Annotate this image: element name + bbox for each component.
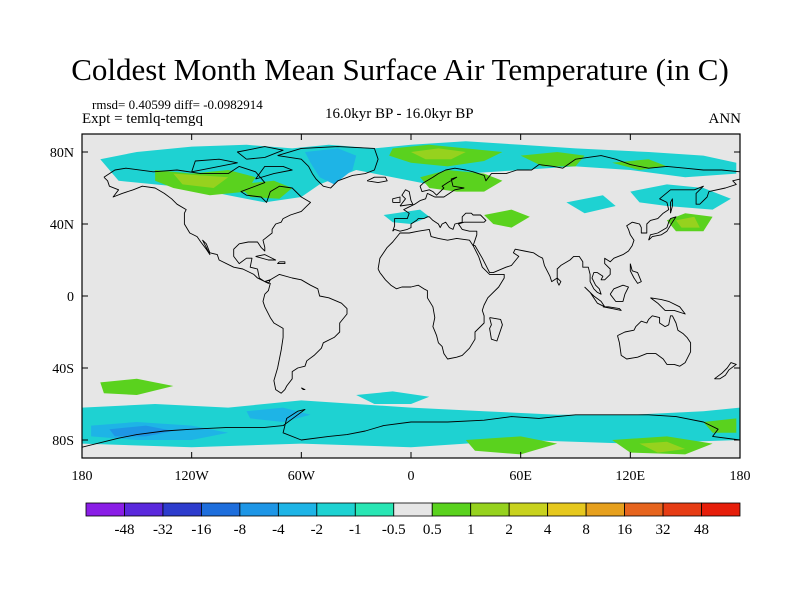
- colorbar-label-5: -2: [311, 522, 324, 538]
- coastline-18: [629, 263, 642, 284]
- colorbar-label-8: 0.5: [423, 522, 442, 538]
- anomaly-patch-13: [484, 209, 530, 228]
- season-label: ANN: [708, 111, 742, 127]
- colorbar-label-9: 1: [467, 522, 475, 538]
- colorbar-label-12: 8: [582, 522, 590, 538]
- coastline-6: [277, 146, 379, 189]
- coastline-5: [617, 315, 692, 367]
- colorbar-swatch-4: [239, 502, 279, 517]
- colorbar-swatch-10: [470, 502, 510, 517]
- y-tick-label-3: 40S: [52, 362, 74, 377]
- colorbar-label-7: -0.5: [382, 522, 406, 538]
- coastline-16: [489, 317, 503, 342]
- x-tick-label-3: 0: [408, 469, 415, 484]
- anomaly-patch-24: [639, 441, 686, 453]
- coastline-10: [366, 176, 388, 184]
- coastline-7: [82, 408, 740, 448]
- colorbar-swatch-15: [662, 502, 702, 517]
- colorbar-swatch-16: [701, 502, 741, 517]
- y-tick-label-0: 80N: [50, 146, 74, 161]
- rmsd-diff-label: rmsd= 0.40599 diff= -0.0982914: [92, 97, 263, 112]
- colorbar-swatch-14: [624, 502, 664, 517]
- anomaly-patch-18: [109, 425, 174, 437]
- coastline-3: [392, 155, 740, 232]
- axis-ticks: 180 120W 60W 0 60E 120E 180 80N 40N 0 40S 80S: [50, 134, 751, 484]
- coastline-22: [670, 198, 673, 214]
- colorbar-swatch-11: [508, 502, 549, 517]
- colorbar-label-13: 16: [617, 522, 633, 538]
- colorbar-swatch-5: [277, 502, 318, 517]
- coastline-24: [236, 146, 284, 160]
- anomaly-patch-10: [630, 184, 731, 210]
- colorbar-label-14: 32: [656, 522, 671, 538]
- colorbar-swatch-7: [354, 502, 395, 517]
- x-tick-label-1: 120W: [175, 469, 210, 484]
- coastline-21: [556, 277, 562, 286]
- colorbar-swatch-12: [547, 502, 587, 517]
- period-label: 16.0kyr BP - 16.0kyr BP: [325, 106, 474, 122]
- coastline-26: [300, 387, 306, 391]
- anomaly-patch-8: [520, 152, 585, 167]
- anomaly-patch-16: [82, 400, 740, 448]
- coastline-15: [650, 297, 686, 315]
- coastline-25: [255, 165, 293, 180]
- coastline-1: [262, 273, 348, 394]
- map-title: Coldest Month Mean Surface Air Temperatu…: [71, 52, 729, 87]
- coastline-14: [609, 284, 629, 302]
- coastline-4: [392, 178, 740, 295]
- coastline-17: [714, 362, 737, 380]
- experiment-label: Expt = temlq-temgq: [82, 111, 203, 127]
- colorbar-label-4: -4: [272, 522, 285, 538]
- colorbar-label-0: -48: [114, 522, 134, 538]
- anomaly-patch-6: [411, 148, 466, 160]
- x-tick-label-6: 180: [730, 469, 751, 484]
- anomaly-patch-15: [566, 195, 616, 214]
- colorbar-swatch-2: [162, 502, 202, 517]
- x-tick-label-4: 60E: [509, 469, 532, 484]
- anomaly-patch-20: [356, 391, 430, 404]
- anomaly-patch-19: [246, 407, 311, 422]
- colorbar-swatch-6: [316, 502, 356, 517]
- coastline-11: [648, 216, 677, 241]
- coastline-19: [255, 254, 277, 261]
- anomaly-patch-22: [465, 436, 558, 455]
- colorbar-swatch-1: [124, 502, 164, 517]
- coastline-8: [399, 189, 414, 207]
- anomaly-patch-3: [237, 180, 293, 199]
- colorbar: -48 -32 -16 -8 -4 -2 -1 -0.5 0.5 1 2 4 8 16 32 48: [85, 502, 741, 538]
- coastline-0: [103, 165, 311, 284]
- colorbar-swatch-13: [585, 502, 625, 517]
- anomaly-patch-25: [703, 418, 737, 433]
- x-tick-label-0: 180: [72, 469, 93, 484]
- y-tick-label-2: 0: [67, 290, 74, 305]
- colorbar-label-6: -1: [349, 522, 362, 538]
- colorbar-label-15: 48: [694, 522, 709, 538]
- coastline-2: [377, 228, 505, 360]
- colorbar-swatch-0: [85, 502, 125, 517]
- anomaly-patch-12: [676, 216, 700, 228]
- anomaly-patch-2: [173, 173, 229, 188]
- x-tick-label-2: 60W: [288, 469, 316, 484]
- coastline-13: [602, 306, 622, 311]
- colorbar-swatch-3: [201, 502, 241, 517]
- temperature-anomaly-field: [82, 141, 740, 455]
- coastline-23: [191, 158, 238, 173]
- colorbar-label-1: -32: [153, 522, 173, 538]
- coastline-9: [392, 196, 401, 203]
- y-tick-label-1: 40N: [50, 218, 74, 233]
- anomaly-patch-7: [420, 170, 503, 192]
- colorbar-swatch-9: [431, 502, 472, 517]
- anomaly-patch-21: [100, 378, 174, 395]
- colorbar-label-2: -16: [191, 522, 211, 538]
- colorbar-swatch-8: [393, 502, 433, 517]
- coastlines: [82, 146, 740, 448]
- anomaly-patch-4: [305, 148, 357, 185]
- colorbar-label-3: -8: [234, 522, 247, 538]
- coastline-20: [277, 261, 286, 265]
- colorbar-label-10: 2: [505, 522, 513, 538]
- colorbar-label-11: 4: [544, 522, 552, 538]
- y-tick-label-4: 80S: [52, 434, 74, 449]
- x-tick-label-5: 120E: [616, 469, 646, 484]
